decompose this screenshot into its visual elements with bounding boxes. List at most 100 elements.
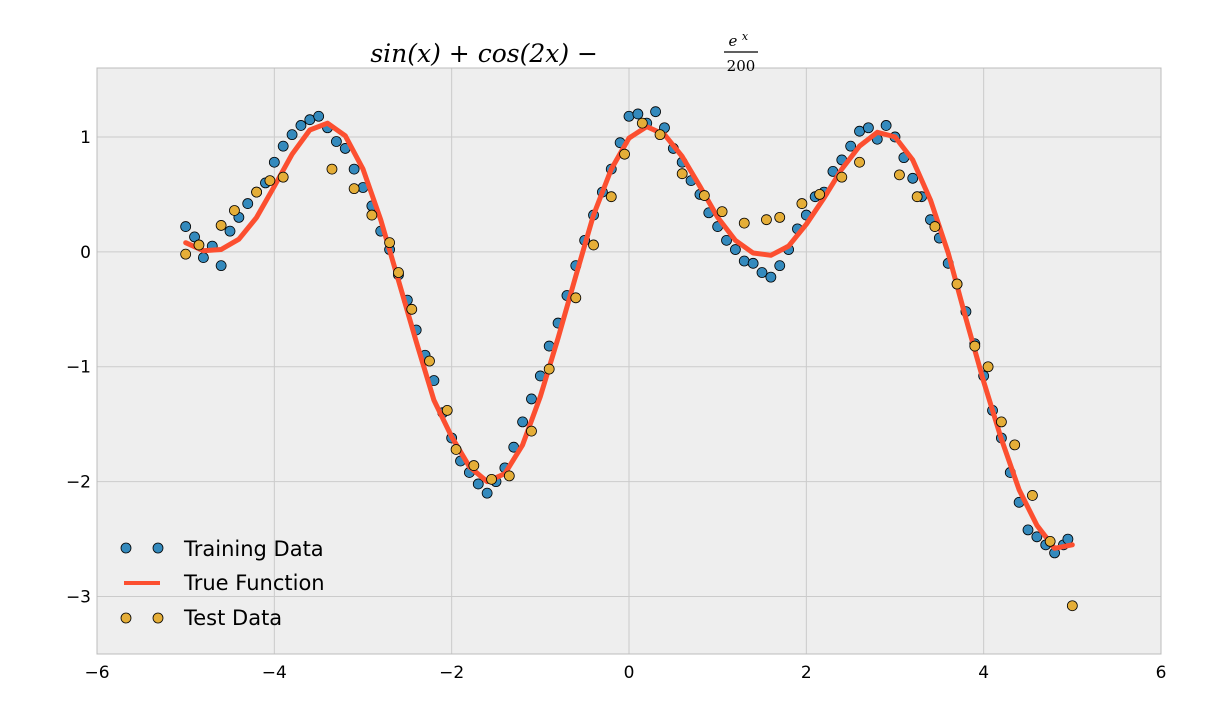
test-point (384, 237, 396, 249)
test-point (982, 361, 994, 373)
training-point (313, 110, 325, 122)
test-point (654, 129, 666, 141)
test-point (1027, 490, 1038, 501)
training-point (765, 271, 777, 283)
test-point (1044, 535, 1056, 547)
training-point (348, 163, 360, 175)
training-point (330, 136, 342, 147)
test-point (761, 214, 772, 226)
training-point (215, 260, 227, 272)
legend: Training Data True Function Test Data (120, 537, 325, 630)
test-point (503, 470, 515, 482)
test-point (326, 163, 338, 175)
legend-label-training: Training Data (183, 537, 324, 561)
test-point (738, 217, 750, 229)
legend-entry-test: Test Data (120, 606, 282, 630)
training-point (197, 252, 209, 263)
training-point (845, 140, 857, 152)
x-tick-label: −6 (84, 663, 109, 683)
plot-frame (96, 67, 1162, 655)
x-tick-label: −4 (262, 663, 287, 683)
chart-title: sin(x) + cos(2x) − e x 200 (370, 30, 758, 75)
x-tick-label: 0 (624, 663, 635, 683)
test-point (406, 303, 418, 315)
test-point (215, 220, 227, 231)
training-point (863, 122, 874, 134)
training-point (623, 110, 635, 122)
test-point (264, 175, 276, 187)
y-tick-label: −2 (66, 473, 91, 493)
training-point (517, 416, 528, 428)
test-point (796, 198, 808, 209)
training-point (907, 172, 919, 184)
test-point (366, 209, 378, 221)
training-point (277, 140, 289, 152)
y-tick-label: −1 (66, 358, 91, 378)
y-tick-label: 1 (80, 128, 91, 148)
test-point (605, 191, 617, 203)
training-point (738, 255, 750, 267)
x-axis-ticks: −6 −4 −2 0 2 4 6 (84, 663, 1166, 683)
legend-entry-training: Training Data (120, 537, 324, 561)
training-point (730, 244, 741, 255)
test-point (716, 206, 728, 218)
training-point (1022, 524, 1034, 536)
training-point (472, 478, 484, 490)
legend-marker-test (120, 612, 132, 624)
test-point (277, 171, 289, 183)
test-point (251, 186, 263, 198)
x-tick-label: −2 (439, 663, 464, 683)
test-point (348, 183, 360, 195)
test-point (969, 340, 981, 352)
test-point (894, 169, 905, 181)
training-point (295, 120, 307, 131)
test-point (468, 460, 480, 471)
training-point (747, 257, 759, 269)
legend-label-test: Test Data (183, 606, 282, 630)
y-tick-label: −3 (66, 588, 91, 608)
training-point (286, 129, 298, 141)
training-point (526, 393, 537, 405)
test-point (929, 221, 941, 232)
training-point (180, 221, 192, 232)
test-point (951, 278, 963, 290)
test-point (619, 148, 630, 160)
test-point (393, 267, 404, 278)
x-tick-label: 2 (801, 663, 812, 683)
test-point (1066, 600, 1078, 612)
legend-marker-training (120, 542, 132, 554)
title-numerator: e (729, 32, 738, 50)
test-point (836, 171, 848, 183)
test-point (854, 156, 865, 168)
test-point (450, 444, 462, 455)
training-point (721, 234, 732, 246)
title-exponent: x (742, 30, 749, 43)
x-tick-label: 4 (978, 663, 989, 683)
title-main: sin(x) + cos(2x) − (370, 39, 598, 68)
training-point (632, 108, 644, 120)
training-point (268, 156, 280, 168)
test-point (193, 239, 205, 251)
y-tick-label: 0 (80, 243, 91, 263)
test-point (911, 191, 923, 203)
training-point (481, 487, 493, 499)
legend-entry-true-function: True Function (124, 571, 325, 595)
series-layer (180, 106, 1078, 612)
y-axis-ticks: 1 0 −1 −2 −3 (66, 128, 91, 608)
training-point (242, 198, 254, 209)
training-point (774, 260, 786, 272)
training-point (756, 267, 768, 278)
test-point (996, 416, 1007, 428)
test-point (636, 117, 648, 129)
test-point (814, 188, 826, 200)
legend-marker-test (152, 612, 164, 624)
test-point (486, 473, 497, 485)
test-point (588, 239, 599, 251)
test-point (676, 168, 688, 180)
training-point (1031, 531, 1043, 543)
x-tick-label: 6 (1156, 663, 1167, 683)
test-point (774, 211, 786, 223)
test-point (424, 355, 435, 367)
test-point (543, 363, 555, 375)
